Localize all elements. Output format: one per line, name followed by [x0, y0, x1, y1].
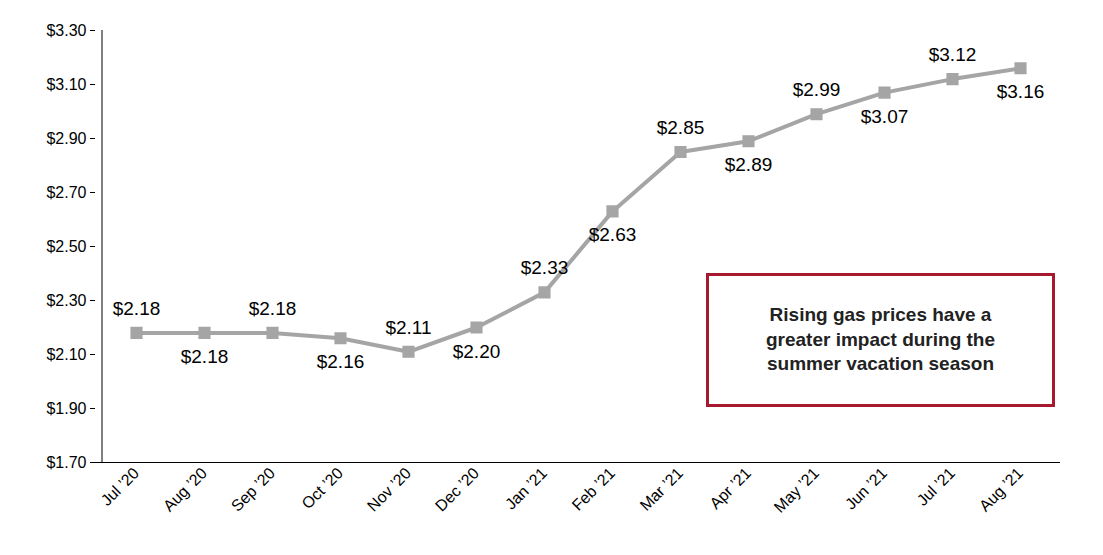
svg-text:$3.07: $3.07 — [861, 106, 909, 127]
svg-text:$3.16: $3.16 — [997, 81, 1045, 102]
svg-text:$2.70: $2.70 — [46, 184, 86, 201]
svg-text:$2.63: $2.63 — [589, 224, 637, 245]
svg-text:$3.30: $3.30 — [46, 22, 86, 39]
svg-text:$2.85: $2.85 — [657, 117, 705, 138]
svg-text:Jul ’20: Jul ’20 — [98, 464, 143, 509]
svg-text:$2.90: $2.90 — [46, 130, 86, 147]
svg-text:$2.30: $2.30 — [46, 292, 86, 309]
svg-text:Sep ’20: Sep ’20 — [228, 464, 278, 514]
svg-text:Aug ’21: Aug ’21 — [976, 464, 1026, 514]
svg-text:May ’21: May ’21 — [771, 464, 823, 516]
svg-text:Dec ’20: Dec ’20 — [432, 464, 482, 514]
svg-text:$2.18: $2.18 — [181, 346, 229, 367]
svg-text:Jun ’21: Jun ’21 — [842, 464, 891, 513]
svg-text:$2.33: $2.33 — [521, 257, 569, 278]
svg-text:Oct ’20: Oct ’20 — [298, 464, 346, 512]
svg-text:$2.89: $2.89 — [725, 154, 773, 175]
svg-text:$2.18: $2.18 — [113, 298, 161, 319]
svg-text:Mar ’21: Mar ’21 — [636, 464, 686, 514]
svg-text:$3.10: $3.10 — [46, 76, 86, 93]
svg-text:$3.12: $3.12 — [929, 44, 977, 65]
svg-text:Nov ’20: Nov ’20 — [364, 464, 414, 514]
svg-text:$1.70: $1.70 — [46, 454, 86, 471]
svg-text:$2.50: $2.50 — [46, 238, 86, 255]
svg-text:Aug ’20: Aug ’20 — [160, 464, 210, 514]
svg-text:$2.18: $2.18 — [249, 298, 297, 319]
svg-text:Jan ’21: Jan ’21 — [502, 464, 551, 513]
svg-text:Feb ’21: Feb ’21 — [568, 464, 618, 514]
svg-text:$1.90: $1.90 — [46, 400, 86, 417]
svg-text:Jul ’21: Jul ’21 — [914, 464, 959, 509]
svg-text:$2.10: $2.10 — [46, 346, 86, 363]
svg-text:$2.20: $2.20 — [453, 341, 501, 362]
svg-text:$2.99: $2.99 — [793, 79, 841, 100]
svg-text:$2.16: $2.16 — [317, 351, 365, 372]
html-text:Rising gas prices have a great: Rising gas prices have a greater impact … — [765, 304, 995, 375]
svg-text:$2.11: $2.11 — [385, 317, 431, 338]
svg-text:Apr ’21: Apr ’21 — [706, 464, 754, 512]
